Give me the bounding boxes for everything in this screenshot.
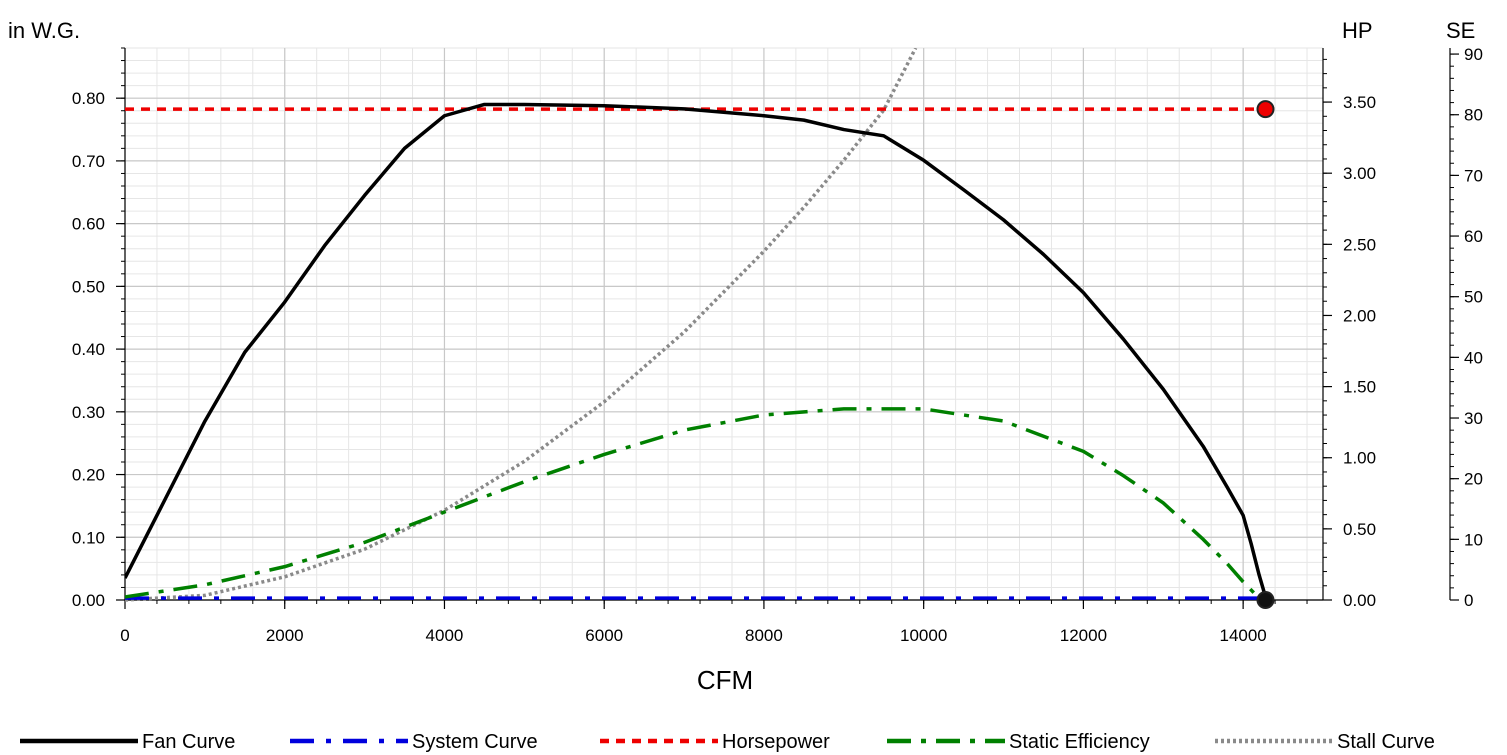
se-tick-label: 20 bbox=[1464, 470, 1483, 489]
x-tick-label: 8000 bbox=[745, 626, 783, 645]
se-tick-label: 90 bbox=[1464, 45, 1483, 64]
y-tick-label: 0.70 bbox=[72, 152, 105, 171]
se-tick-label: 50 bbox=[1464, 288, 1483, 307]
hp-axis-title: HP bbox=[1342, 18, 1373, 43]
se-tick-label: 40 bbox=[1464, 348, 1483, 367]
y-tick-label: 0.30 bbox=[72, 403, 105, 422]
se-tick-label: 30 bbox=[1464, 409, 1483, 428]
grid bbox=[124, 47, 1323, 601]
x-tick-label: 4000 bbox=[426, 626, 464, 645]
hp-tick-label: 1.00 bbox=[1343, 449, 1376, 468]
se-tick-label: 0 bbox=[1464, 591, 1473, 610]
series bbox=[125, 48, 1275, 609]
stall-curve-line bbox=[125, 48, 918, 602]
static-efficiency-line bbox=[125, 407, 1261, 600]
legend-label-system-curve: System Curve bbox=[412, 731, 538, 753]
hp-tick-label: 3.50 bbox=[1343, 93, 1376, 112]
se-tick-label: 80 bbox=[1464, 106, 1483, 125]
left-axis-title: in W.G. bbox=[8, 18, 80, 43]
hp-tick-label: 2.00 bbox=[1343, 306, 1376, 325]
x-tick-label: 12000 bbox=[1060, 626, 1107, 645]
x-tick-label: 0 bbox=[120, 626, 129, 645]
hp-tick-label: 0.50 bbox=[1343, 520, 1376, 539]
hp-tick-label: 3.00 bbox=[1343, 164, 1376, 183]
y-tick-label: 0.00 bbox=[72, 591, 105, 610]
x-tick-label: 6000 bbox=[585, 626, 623, 645]
y-tick-label: 0.50 bbox=[72, 277, 105, 296]
legend-label-fan-curve: Fan Curve bbox=[142, 731, 235, 753]
hp-tick-label: 0.00 bbox=[1343, 591, 1376, 610]
se-tick-label: 10 bbox=[1464, 530, 1483, 549]
hp-tick-label: 2.50 bbox=[1343, 235, 1376, 254]
operating-point-fan-curve bbox=[1256, 591, 1275, 609]
legend: Fan Curve System Curve Horsepower Static Ef… bbox=[20, 731, 1435, 753]
se-axis-title: SE bbox=[1446, 18, 1475, 43]
y-tick-label: 0.10 bbox=[72, 528, 105, 547]
x-axis-title: CFM bbox=[697, 665, 753, 695]
y-tick-label: 0.20 bbox=[72, 466, 105, 485]
operating-point-horsepower bbox=[1256, 100, 1275, 119]
y-tick-label: 0.40 bbox=[72, 340, 105, 359]
x-tick-label: 14000 bbox=[1219, 626, 1266, 645]
legend-label-horsepower: Horsepower bbox=[722, 731, 830, 753]
legend-label-static-efficiency: Static Efficiency bbox=[1009, 731, 1150, 753]
y-tick-label: 0.80 bbox=[72, 89, 105, 108]
x-tick-label: 10000 bbox=[900, 626, 947, 645]
x-tick-label: 2000 bbox=[266, 626, 304, 645]
legend-label-stall-curve: Stall Curve bbox=[1337, 731, 1435, 753]
se-tick-label: 60 bbox=[1464, 227, 1483, 246]
hp-tick-label: 1.50 bbox=[1343, 378, 1376, 397]
se-tick-label: 70 bbox=[1464, 166, 1483, 185]
y-tick-label: 0.60 bbox=[72, 215, 105, 234]
fan-curve-line bbox=[125, 102, 1268, 598]
axes: in W.G. HP SE CFM 0 2000 4000 6000 8000 10000… bbox=[8, 18, 1483, 695]
